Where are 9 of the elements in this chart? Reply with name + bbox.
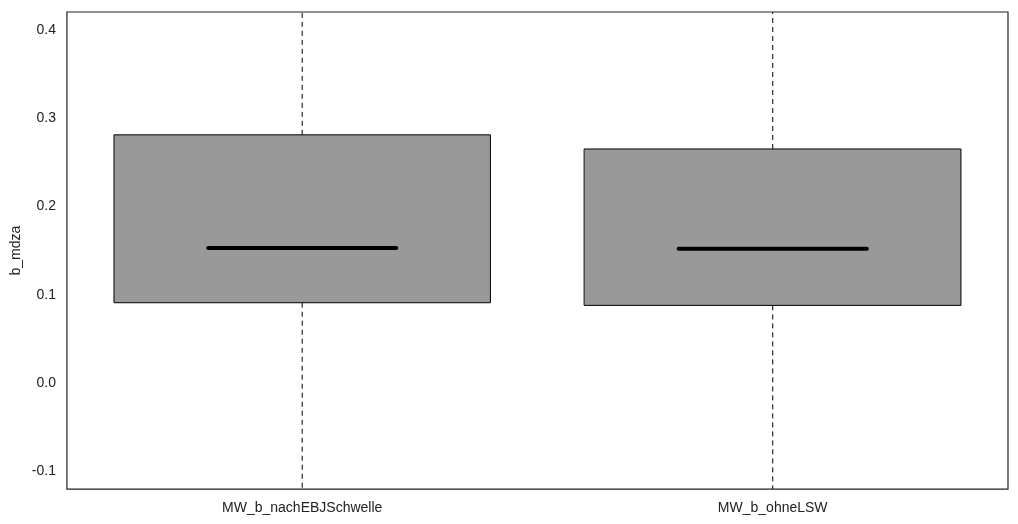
y-tick-label: 0.1 [36,285,57,302]
y-tick-label: 0.0 [36,374,57,391]
y-tick-label: 0.2 [36,197,57,214]
x-tick-label: MW_b_ohneLSW [717,499,829,516]
y-tick-label: 0.3 [36,108,57,125]
y-tick-label: 0.4 [36,20,57,37]
y-tick-label: -0.1 [31,462,57,479]
x-tick-label: MW_b_nachEBJSchwelle [222,499,383,516]
y-axis-title: b_mdza [7,225,24,276]
